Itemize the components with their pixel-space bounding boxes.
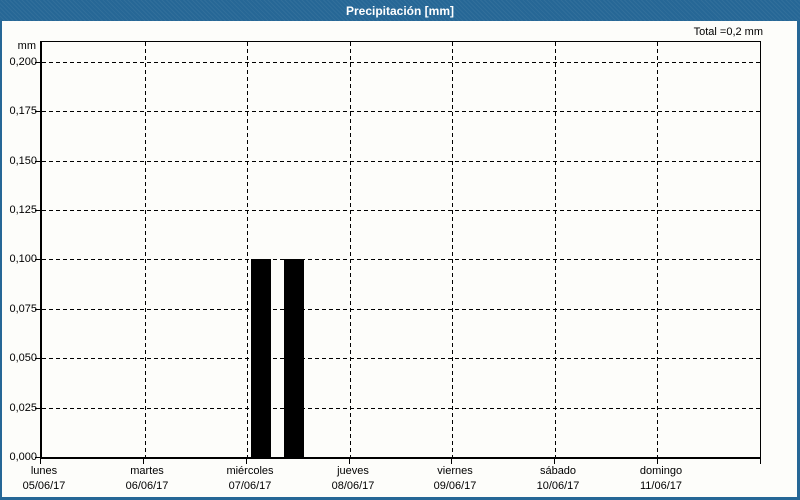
precip-bar [284,259,304,457]
window-frame-right [797,0,800,500]
y-tick-mark [35,111,40,112]
x-day-label: miércoles 07/06/17 [200,464,300,494]
y-tick-label: 0,200 [9,56,37,68]
h-gridline [42,161,760,162]
weekday-label: domingo [639,465,683,477]
weekday-label: jueves [337,465,369,477]
y-tick-mark [35,62,40,63]
date-label: 10/06/17 [536,480,580,492]
weekday-label: lunes [30,465,58,477]
weekday-label: miércoles [226,465,274,477]
y-tick-label: 0,050 [9,352,37,364]
y-tick-label: 0,150 [9,155,37,167]
y-tick-label: 0,125 [9,204,37,216]
y-tick-label: 0,000 [9,451,37,463]
v-gridline [452,42,453,457]
date-label: 11/06/17 [639,480,682,492]
h-gridline [42,408,760,409]
x-tick-mark [554,459,555,464]
x-day-label: domingo 11/06/17 [611,464,711,494]
y-tick-mark [35,408,40,409]
weekday-label: viernes [437,465,473,477]
x-day-label: sábado 10/06/17 [508,464,608,494]
v-gridline [657,42,658,457]
y-axis-unit-label: mm [17,40,36,52]
y-tick-mark [35,259,40,260]
plot-area [40,41,761,459]
y-tick-mark [35,161,40,162]
x-tick-mark [657,459,658,464]
weekday-label: sábado [539,465,577,477]
y-tick-mark [35,210,40,211]
x-tick-mark [760,459,761,464]
y-tick-mark [35,358,40,359]
y-tick-label: 0,025 [9,402,37,414]
v-gridline [555,42,556,457]
y-tick-mark [35,457,40,458]
y-tick-label: 0,075 [9,303,37,315]
date-label: 07/06/17 [228,480,272,492]
y-tick-label: 0,175 [9,105,37,117]
x-day-label: viernes 09/06/17 [405,464,505,494]
h-gridline [42,210,760,211]
y-tick-label: 0,100 [9,253,37,265]
date-label: 08/06/17 [331,480,375,492]
v-gridline [247,42,248,457]
y-tick-mark [35,309,40,310]
date-label: 06/06/17 [125,480,169,492]
x-day-label: jueves 08/06/17 [303,464,403,494]
v-gridline [145,42,146,457]
h-gridline [42,111,760,112]
window-frame-left [0,0,2,500]
title-bar: Precipitación [mm] [0,0,800,21]
x-tick-mark [349,459,350,464]
precip-bar [251,259,271,457]
x-tick-mark [451,459,452,464]
date-label: 09/06/17 [433,480,477,492]
x-tick-mark [40,459,41,464]
total-label: Total =0,2 mm [693,26,763,38]
date-label: 05/06/17 [22,480,66,492]
h-gridline [42,358,760,359]
weekday-label: martes [130,465,164,477]
h-gridline [42,62,760,63]
x-tick-mark [246,459,247,464]
x-tick-mark [143,459,144,464]
h-gridline [42,309,760,310]
x-day-label: lunes 05/06/17 [0,464,94,494]
chart-title: Precipitación [mm] [345,3,455,18]
x-day-label: martes 06/06/17 [97,464,197,494]
h-gridline [42,259,760,260]
v-gridline [350,42,351,457]
window-frame-bottom [0,497,800,500]
